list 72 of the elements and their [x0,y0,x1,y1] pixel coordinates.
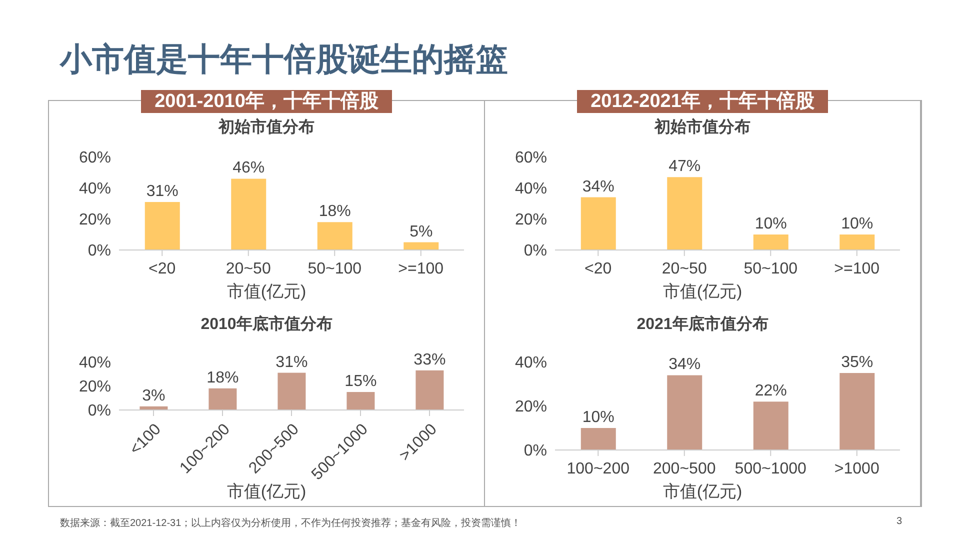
bar [278,372,306,410]
y-tick-label: 40% [514,354,547,372]
x-tick-label: 20~50 [226,260,271,278]
data-label: 5% [410,223,433,240]
x-tick-label: <20 [584,260,612,278]
bar [208,388,237,410]
y-tick-label: 60% [78,150,111,167]
x-axis-title: 市值(亿元) [226,281,308,303]
data-label: 31% [146,182,178,200]
chart-title: 2010年底市值分布 [200,314,334,335]
bar [753,234,788,250]
data-label: 3% [142,387,166,404]
x-axis-title: 市值(亿元) [662,281,744,303]
data-label: 33% [414,351,446,368]
y-tick-label: 0% [524,442,547,460]
source-note: 数据来源：截至2021-12-31；以上内容仅为分析使用，不作为任何投资推荐；基金有风险，投资需谨慎！ [60,516,522,530]
y-tick-label: 20% [78,212,111,229]
x-tick-label: >1000 [834,460,880,478]
data-label: 22% [754,382,787,400]
bar [317,222,352,250]
bar [346,392,375,410]
bar [144,202,180,250]
y-tick-label: 20% [78,378,111,396]
y-tick-label: 20% [514,212,547,229]
y-tick-label: 0% [524,242,547,260]
y-tick-label: 20% [514,398,547,416]
bar [840,373,875,450]
bar [840,234,875,250]
bar [667,177,702,250]
bar [580,197,616,250]
data-label: 10% [841,216,874,232]
y-tick-label: 40% [78,180,111,198]
data-label: 47% [668,158,701,176]
x-tick-label: <20 [148,260,176,278]
data-label: 35% [841,354,874,371]
text: 3 [896,516,902,527]
data-label: 10% [754,216,787,232]
bar [404,242,439,250]
y-tick-label: 40% [78,354,111,372]
data-label: 18% [206,369,239,386]
y-tick-label: 40% [514,180,547,198]
y-tick-label: 60% [514,150,547,167]
data-label: 31% [276,354,308,371]
x-tick-label: 500~1000 [734,460,807,478]
x-axis-title: 市值(亿元) [662,481,744,503]
x-tick-label: 100~200 [566,460,630,478]
chart-title: 初始市值分布 [218,119,314,136]
data-label: 46% [232,160,265,177]
chart-title: 2021年底市值分布 [636,314,770,335]
x-tick-label: >=100 [834,260,880,278]
x-tick-label: 50~100 [308,260,362,278]
y-tick-label: 0% [88,402,111,420]
data-label: 18% [318,203,351,220]
chart-title: 初始市值分布 [654,119,750,136]
y-tick-label: 0% [88,242,111,260]
data-label: 15% [344,373,377,390]
bar [416,370,444,410]
bar [753,402,788,450]
data-label: 34% [668,356,701,374]
text: 小市值是十年十倍股诞生的摇篮 [60,40,508,79]
chart-subtitle: 2001-2010年，十年十倍股 [140,90,392,113]
x-tick-label: 200~500 [653,460,716,478]
bar [667,375,702,450]
x-tick-label: 20~50 [662,260,707,278]
x-tick-label: 50~100 [744,260,798,278]
bar [580,428,616,450]
x-tick-label: >=100 [398,260,444,278]
data-label: 10% [582,409,614,426]
data-label: 34% [582,178,614,196]
x-axis-title: 市值(亿元) [226,482,306,501]
bar [231,178,266,250]
chart-subtitle: 2012-2021年，十年十倍股 [576,90,828,113]
